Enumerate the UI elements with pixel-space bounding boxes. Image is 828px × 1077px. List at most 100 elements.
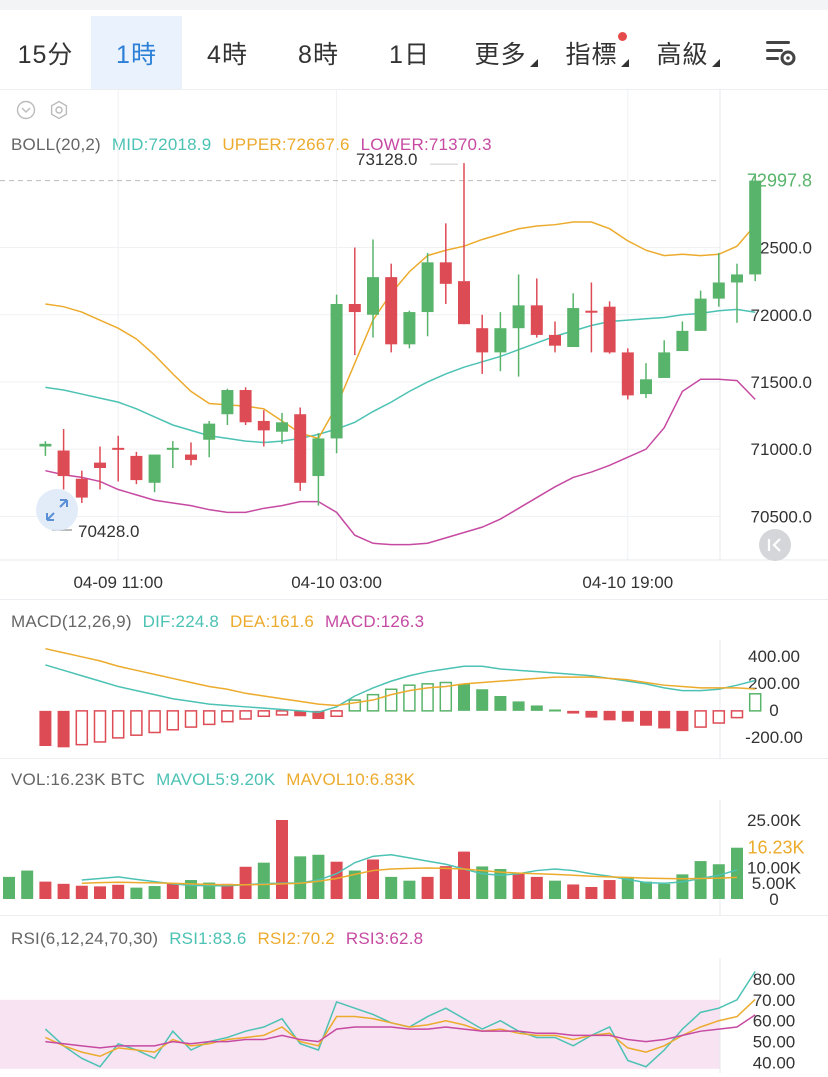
boll-upper-line	[45, 221, 756, 440]
volume-bar	[385, 876, 398, 899]
timeframe-tabs: 15分 1時 4時 8時 1日 更多 指標 高級	[0, 16, 828, 89]
candle-body	[403, 312, 416, 345]
macd-bar	[585, 710, 598, 718]
rsi3-line	[45, 1014, 756, 1049]
macd-bar	[603, 710, 616, 721]
volume-bar	[712, 864, 725, 899]
tab-label: 8時	[298, 40, 339, 69]
candle-body	[367, 277, 379, 315]
volume-bar	[312, 854, 325, 899]
macd-bar	[39, 710, 52, 746]
rsi-axis-label: 80.00	[753, 970, 796, 989]
back-to-latest-icon[interactable]	[759, 529, 791, 561]
volume-bar	[403, 880, 416, 899]
candle-body	[57, 450, 70, 477]
tab-5[interactable]: 更多	[455, 16, 546, 89]
candle-body	[512, 305, 525, 329]
volume-bar	[94, 886, 106, 899]
back-glyph	[767, 538, 781, 552]
volume-bar	[585, 886, 598, 899]
candle-body	[348, 304, 361, 313]
macd-axis-label: 200.00	[748, 674, 800, 693]
volume-bar	[21, 870, 34, 899]
candle-body	[658, 352, 671, 378]
price-axis-label: 72500.0	[751, 239, 812, 258]
macd-bar	[549, 709, 561, 712]
vol-title: VOL:16.23K BTC	[11, 770, 146, 789]
volume-bar	[130, 887, 143, 899]
tab-0[interactable]: 15分	[0, 16, 91, 89]
rsi-2: RSI2:70.2	[257, 929, 335, 948]
rsi-chart: 80.00 70.00 60.00 50.00 40.00	[0, 958, 796, 1073]
volume-bar	[731, 847, 743, 899]
rsi-3: RSI3:62.8	[345, 929, 424, 948]
tab-3[interactable]: 8時	[273, 16, 364, 89]
macd-bar	[275, 710, 289, 716]
macd-bar	[93, 710, 107, 743]
macd-bar	[494, 696, 507, 711]
volume-axis-label: 0	[769, 890, 778, 909]
chevron-down-circle-icon[interactable]	[16, 100, 36, 120]
chart-settings-icon[interactable]	[760, 34, 800, 70]
volume-bar	[221, 883, 234, 899]
macd-bar	[567, 710, 580, 714]
volume-bar	[257, 862, 270, 899]
volume-bar	[166, 883, 179, 899]
vol-mavol5: MAVOL5:9.20K	[156, 770, 276, 789]
vol-legend: VOL:16.23K BTC MAVOL5:9.20K MAVOL10:6.83…	[11, 770, 421, 790]
high-price-label: 73128.0	[356, 150, 417, 169]
expand-arrows-icon[interactable]	[36, 489, 78, 531]
price-chart[interactable]: 72500.0 72000.0 71500.0 71000.0 70500.0 72997…	[0, 90, 828, 600]
tab-6[interactable]: 指標	[546, 16, 637, 89]
macd-bar	[658, 710, 671, 729]
rsi-axis-label: 70.00	[753, 991, 796, 1010]
volume-bar	[112, 884, 125, 899]
tab-label: 1日	[389, 40, 430, 69]
dropdown-triangle-icon	[530, 59, 538, 67]
volume-axis-label: 5.00K	[752, 874, 797, 893]
candle-body	[39, 443, 52, 447]
time-axis-label: 04-10 19:00	[582, 573, 673, 592]
candle-body	[621, 352, 634, 396]
dropdown-triangle-icon	[621, 59, 629, 67]
candle-body	[148, 454, 161, 483]
macd-bar	[239, 710, 252, 720]
tab-1[interactable]: 1時	[91, 16, 182, 89]
macd-title: MACD(12,26,9)	[11, 612, 132, 631]
volume-bar	[75, 885, 88, 899]
volume-bar	[494, 868, 507, 899]
volume-bar	[330, 861, 343, 899]
macd-divider	[0, 599, 828, 600]
volume-bar	[640, 881, 652, 899]
boll-label: BOLL(20,2)	[11, 135, 101, 154]
vol-mavol10: MAVOL10:6.83K	[286, 770, 416, 789]
macd-dea: DEA:161.6	[230, 612, 315, 631]
tab-label: 更多	[474, 40, 527, 69]
macd-bar	[221, 710, 234, 723]
vol-divider	[0, 758, 828, 759]
dropdown-triangle-icon	[712, 59, 720, 67]
price-axis-label: 72000.0	[751, 306, 812, 325]
macd-bar	[421, 683, 434, 712]
macd-bar	[384, 688, 398, 712]
low-price-label: 70428.0	[78, 522, 139, 541]
last-price-label: 72997.8	[747, 171, 812, 191]
tab-2[interactable]: 4時	[182, 16, 273, 89]
boll-mid: MID:72018.9	[111, 135, 212, 154]
macd-bar	[184, 710, 198, 728]
macd-bar	[257, 710, 271, 718]
tab-label: 1時	[116, 40, 157, 69]
candle-body	[94, 462, 106, 468]
macd-dif: DIF:224.8	[142, 612, 220, 631]
candle-body	[276, 422, 288, 432]
macd-bar	[512, 701, 525, 711]
macd-bar	[621, 710, 634, 722]
volume-bar	[603, 880, 616, 899]
gear-icon[interactable]	[49, 100, 69, 120]
tab-4[interactable]: 1日	[364, 16, 455, 89]
rsi2-line	[45, 998, 756, 1058]
tab-7[interactable]: 高級	[637, 16, 728, 89]
volume-bar	[148, 886, 161, 899]
macd-bar	[202, 710, 216, 726]
